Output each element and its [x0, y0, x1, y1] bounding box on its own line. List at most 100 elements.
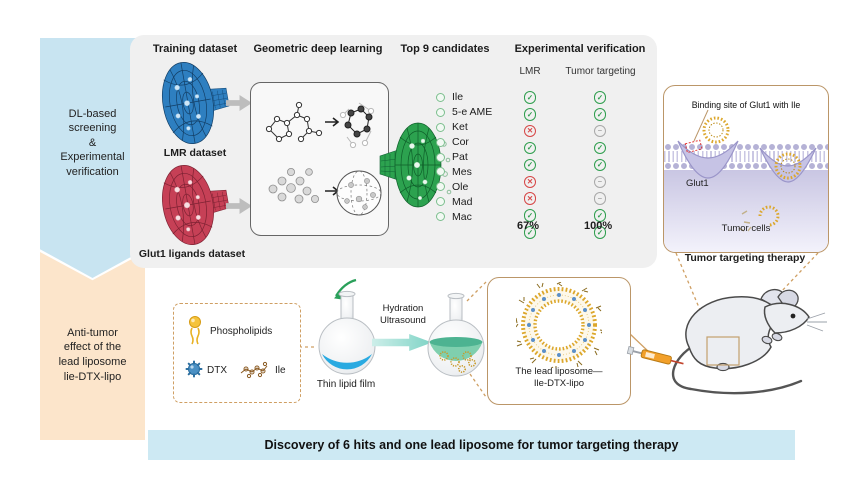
glut1-label: Glut1	[686, 178, 709, 189]
phospholipid-icon	[189, 316, 201, 345]
check-icon: ✓	[523, 209, 537, 222]
membrane-bottom-row	[664, 162, 828, 170]
tumor-marks: ✓ ✓ − ✓ ✓ − − ✓ ✓	[592, 90, 608, 242]
lead-liposome-box: The lead liposome— Ile-DTX-lipo	[487, 277, 631, 405]
dtx-dots	[527, 293, 591, 357]
candidate-bullet-icon	[436, 107, 445, 117]
check-icon: ✓	[593, 226, 607, 239]
candidate-name: Mes	[452, 165, 472, 178]
candidate-bullet-icon	[436, 137, 445, 147]
subheader-tumor-targeting: Tumor targeting	[565, 66, 636, 77]
dashed-line-flask-bottom	[469, 373, 487, 398]
lmr-dataset-disc-icon	[162, 62, 230, 144]
candidate-bullet-icon	[436, 152, 445, 162]
molecule-graph-2d-icon	[265, 101, 375, 149]
candidate-name: Ole	[452, 180, 469, 193]
anti-tumor-banner: Anti-tumor effect of the lead liposome l…	[40, 252, 145, 440]
cross-icon: ✕	[523, 192, 537, 205]
mouse-whiskers	[806, 312, 827, 332]
cross-icon: ✕	[523, 175, 537, 189]
tumor-cells-label: Tumor cells	[721, 223, 771, 234]
footer-banner: Discovery of 6 hits and one lead liposom…	[148, 430, 795, 460]
subheader-lmr: LMR	[519, 66, 541, 77]
check-icon: ✓	[593, 209, 607, 222]
check-icon: ✓	[593, 158, 607, 172]
cross-icon: ✕	[523, 124, 537, 138]
candidate-name: Pat	[452, 151, 468, 163]
candidate-bullet-icon	[436, 122, 445, 132]
candidate-item: Ket	[436, 120, 516, 135]
footer-text: Discovery of 6 hits and one lead liposom…	[264, 438, 679, 452]
glut1-illustration	[677, 109, 817, 232]
candidate-item: Mad	[436, 194, 516, 209]
check-icon: ✓	[593, 141, 607, 155]
minus-icon: −	[593, 192, 607, 205]
candidate-name: Mac	[452, 210, 472, 223]
dl-screening-banner: DL-based screening & Experimental verifi…	[40, 38, 145, 278]
tumor-targeting-therapy-title: Tumor targeting therapy	[684, 252, 806, 264]
dashed-line-glut-right	[738, 252, 819, 337]
screening-workflow-panel: Training dataset Geometric deep learning…	[130, 35, 657, 268]
header-geometric-deep-learning: Geometric deep learning	[253, 43, 383, 55]
candidate-item: Cor	[436, 135, 516, 150]
mouse-eye	[790, 313, 796, 319]
lmr-marks: ✓ ✓ ✕ ✓ ✓ ✕ ✕ ✓ ✓	[522, 90, 538, 242]
mouse-tail	[671, 343, 803, 395]
header-experimental-verification: Experimental verification	[514, 43, 646, 55]
syringe-icon	[626, 346, 684, 365]
binding-site-caption: Binding site of Glut1 with Ile	[691, 100, 801, 110]
lead-liposome-label: The lead liposome— Ile-DTX-lipo	[515, 366, 603, 389]
ingredients-box: Phospholipids DTX Ile	[173, 303, 301, 403]
dtx-label: DTX	[207, 365, 227, 376]
ile-surface-ligands	[516, 282, 602, 368]
candidate-item: Ole	[436, 179, 516, 194]
binding-site-pointer-line	[693, 109, 709, 142]
geometric-model-box	[250, 82, 389, 236]
lmr-dataset-label: LMR dataset	[163, 147, 227, 159]
candidate-item: Mac	[436, 209, 516, 224]
check-icon: ✓	[523, 158, 537, 172]
minus-icon: −	[593, 175, 607, 189]
candidate-bullet-icon	[436, 167, 445, 177]
thin-lipid-film-label: Thin lipid film	[316, 379, 376, 390]
lmr-total: 67%	[517, 220, 540, 232]
minus-icon: −	[593, 124, 607, 138]
candidates-funnel-icon	[379, 122, 452, 208]
ile-molecule-icon	[240, 361, 268, 379]
membrane-top-row	[664, 143, 828, 151]
released-drug-specks	[738, 210, 752, 232]
anti-tumor-banner-text: Anti-tumor effect of the lead liposome l…	[58, 326, 127, 383]
candidate-bullet-icon	[436, 182, 445, 192]
check-icon: ✓	[523, 91, 537, 104]
mouse-illustration	[626, 288, 827, 395]
check-icon: ✓	[523, 141, 537, 155]
ile-label: Ile	[275, 365, 286, 376]
binding-site-marker-icon	[684, 139, 703, 154]
check-icon: ✓	[593, 108, 607, 121]
candidate-name: Ile	[452, 91, 464, 104]
header-top9-candidates: Top 9 candidates	[400, 43, 490, 55]
lead-liposome-icon	[516, 282, 602, 368]
check-icon: ✓	[523, 226, 537, 239]
candidate-bullet-icon	[436, 92, 445, 102]
candidate-name: Cor	[452, 136, 469, 149]
phospholipids-label: Phospholipids	[210, 326, 273, 337]
tumor-region-box	[706, 336, 740, 366]
candidate-bullet-icon	[436, 197, 445, 207]
releasing-liposome-icon	[758, 205, 780, 227]
mouse-body	[685, 296, 782, 370]
dtx-icon	[185, 360, 203, 378]
candidate-bullet-icon	[436, 212, 445, 222]
candidates-list: Ile 5-e AME Ket Cor Pat Mes Ole Mad Mac	[436, 90, 516, 224]
dashed-line-flask-top	[466, 281, 487, 302]
candidate-name: Mad	[452, 195, 473, 208]
check-icon: ✓	[593, 91, 607, 104]
flask-thin-lipid-film-icon	[318, 290, 376, 375]
mouse-head	[763, 302, 810, 334]
flask-liposome-suspension-icon	[427, 292, 485, 377]
check-icon: ✓	[523, 108, 537, 121]
candidate-name: 5-e AME	[452, 106, 493, 119]
molecule-3d-sphere-icon	[268, 167, 382, 216]
tumor-total: 100%	[584, 220, 613, 232]
